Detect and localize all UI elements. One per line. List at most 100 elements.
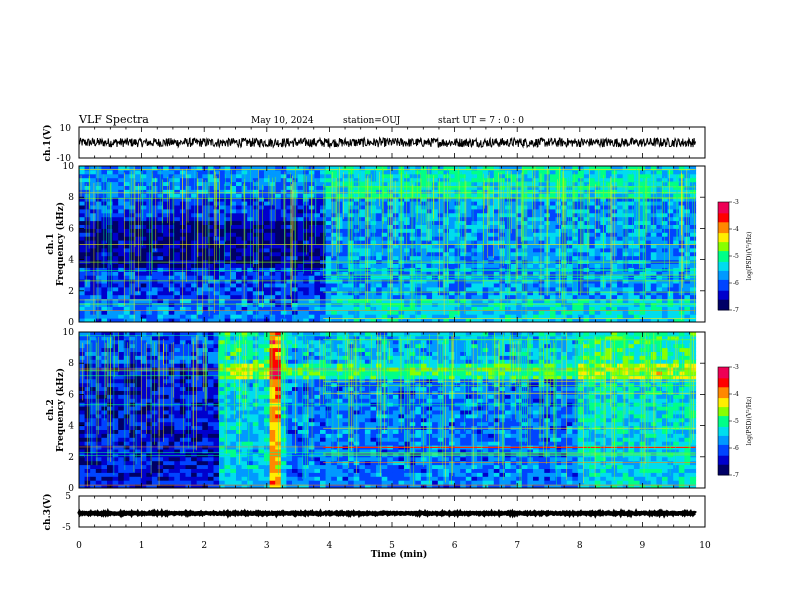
spectrogram-cell — [191, 232, 198, 237]
spectrogram-cell — [101, 456, 108, 462]
spectrogram-cell — [617, 290, 624, 296]
spectrogram-cell — [163, 267, 170, 272]
spectrogram-cell — [572, 247, 579, 253]
spectrogram-cell — [549, 302, 556, 307]
spectrogram-cell — [196, 271, 203, 276]
spectrogram-cell — [420, 251, 427, 257]
spectrogram-cell — [308, 310, 315, 315]
spectrogram-cell — [325, 251, 332, 257]
spectrogram-cell — [678, 318, 685, 323]
spectrogram-cell — [174, 314, 181, 319]
spectrogram-cell — [107, 390, 114, 395]
spectrogram-cell — [112, 449, 119, 454]
spectrogram-cell — [320, 290, 327, 296]
spectrogram-cell — [426, 251, 433, 257]
spectrogram-cell — [207, 181, 214, 186]
spectrogram-cell — [252, 216, 259, 222]
spectrogram-cell — [90, 181, 97, 186]
spectrogram-cell — [179, 232, 186, 237]
spectrogram-cell — [79, 263, 86, 268]
spectrogram-cell — [314, 177, 321, 183]
spectrogram-cell — [583, 220, 590, 225]
spectrogram-cell — [656, 205, 663, 210]
spectrogram-cell — [499, 166, 506, 171]
spectrogram-cell — [174, 306, 181, 311]
spectrogram-cell — [381, 263, 388, 268]
spectrogram-cell — [673, 251, 680, 257]
spectrogram-cell — [465, 314, 472, 319]
spectrogram-cell — [667, 263, 674, 268]
spectrogram-cell — [432, 306, 439, 311]
spectrogram-cell — [566, 173, 573, 179]
spectrogram-cell — [589, 279, 596, 284]
spectrogram-cell — [202, 216, 209, 222]
spectrogram-cell — [219, 232, 226, 237]
spectrogram-cell — [426, 177, 433, 183]
spectrogram-cell — [107, 263, 114, 268]
spectrogram-cell — [275, 205, 282, 210]
spectrogram-cell — [404, 220, 411, 225]
spectrogram-cell — [443, 236, 450, 241]
spectrogram-cell — [230, 173, 237, 179]
spectrogram-cell — [577, 205, 584, 210]
spectrogram-cell — [118, 267, 125, 272]
spectrogram-cell — [465, 169, 472, 175]
spectrogram-cell — [639, 271, 646, 276]
spectrogram-cell — [465, 240, 472, 245]
spectrogram-cell — [112, 290, 119, 296]
spectrogram-cell — [589, 189, 596, 194]
spectrogram-cell — [258, 255, 265, 261]
spectrogram-cell — [471, 318, 478, 323]
spectrogram-cell — [163, 240, 170, 245]
spectrogram-cell — [353, 240, 360, 245]
spectrogram-cell — [583, 197, 590, 202]
spectrogram-cell — [135, 240, 142, 245]
spectrogram-cell — [460, 232, 467, 237]
spectrogram-cell — [381, 279, 388, 284]
spectrogram-cell — [129, 310, 136, 315]
spectrogram-cell — [252, 212, 259, 218]
spectrogram-cell — [151, 224, 158, 229]
spectrogram-cell — [488, 286, 495, 292]
spectrogram-cell — [538, 201, 545, 206]
spectrogram-cell — [650, 236, 657, 241]
spectrogram-cell — [493, 216, 500, 222]
spectrogram-cell — [667, 286, 674, 292]
spectrogram-cell — [667, 283, 674, 288]
spectrogram-cell — [123, 228, 130, 233]
spectrogram-cell — [236, 263, 243, 268]
spectrogram-cell — [280, 290, 287, 296]
spectrogram-cell — [499, 169, 506, 175]
spectrogram-cell — [454, 290, 461, 296]
spectrogram-cell — [275, 228, 282, 233]
spectrogram-cell — [112, 267, 119, 272]
spectrogram-cell — [392, 169, 399, 175]
spectrogram-cell — [583, 271, 590, 276]
spectrogram-cell — [84, 302, 91, 307]
spectrogram-cell — [79, 294, 86, 300]
spectrogram-cell — [118, 193, 125, 198]
spectrogram-cell — [633, 290, 640, 296]
spectrogram-cell — [151, 314, 158, 319]
spectrogram-cell — [684, 181, 691, 186]
spectrogram-cell — [359, 185, 366, 190]
spectrogram-cell — [594, 228, 601, 233]
spectrogram-cell — [443, 212, 450, 218]
spectrogram-cell — [331, 263, 338, 268]
spectrogram-cell — [454, 310, 461, 315]
spectrogram-cell — [510, 236, 517, 241]
spectrogram-cell — [493, 283, 500, 288]
spectrogram-cell — [460, 193, 467, 198]
spectrogram-cell — [577, 244, 584, 249]
spectrogram-cell — [605, 240, 612, 245]
spectrogram-cell — [236, 189, 243, 194]
spectrogram-cell — [230, 181, 237, 186]
spectrogram-cell — [460, 306, 467, 311]
spectrogram-cell — [589, 177, 596, 183]
spectrogram-cell — [168, 314, 175, 319]
spectrogram-cell — [90, 417, 97, 423]
spectrogram-cell — [370, 224, 377, 229]
spectrogram-cell — [359, 255, 366, 261]
spectrogram-cell — [90, 208, 97, 214]
spectrogram-cell — [566, 310, 573, 315]
